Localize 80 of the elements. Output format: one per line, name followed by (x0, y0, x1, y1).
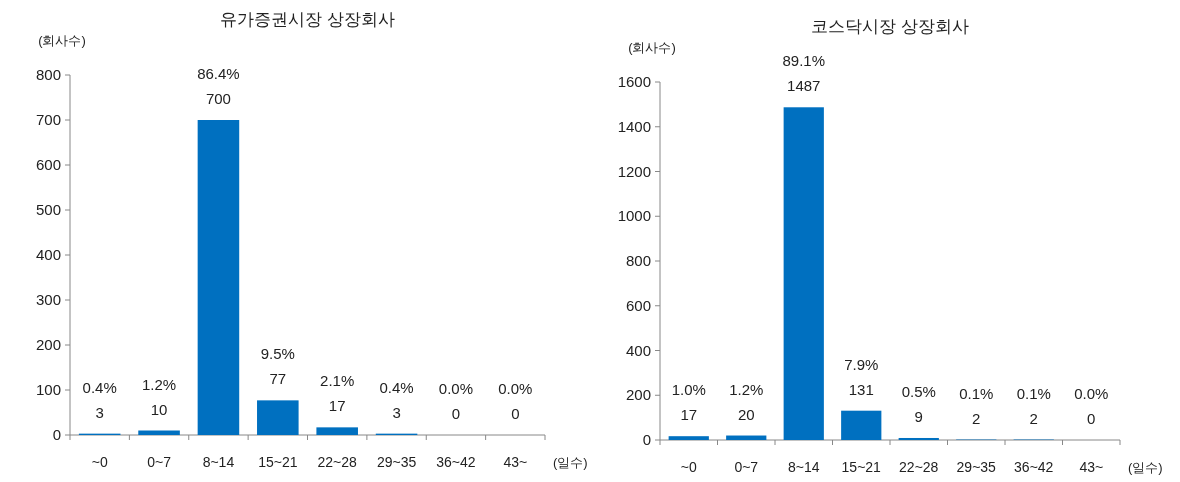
x-tick-label: ~0 (91, 454, 108, 470)
data-label: 9 (914, 407, 923, 425)
x-tick-label: ~0 (680, 459, 697, 475)
data-label: 131 (848, 380, 874, 398)
x-tick-label: 36~42 (1014, 459, 1054, 475)
y-tick-label: 300 (35, 291, 61, 308)
data-label: 2 (972, 409, 981, 427)
data-label: 20 (737, 405, 755, 423)
y-tick-label: 100 (35, 381, 61, 398)
x-tick-label: 43~ (503, 454, 528, 470)
data-label: 0 (511, 405, 520, 422)
x-axis-title: (일수) (1128, 460, 1163, 475)
data-label: 1487 (787, 77, 821, 95)
chart-title: 유가증권시장 상장회사 (220, 10, 395, 29)
y-tick-label: 1200 (617, 162, 651, 180)
data-label: 0 (1087, 410, 1096, 427)
data-label: 17 (680, 406, 698, 424)
y-tick-label: 400 (625, 341, 651, 359)
y-tick-label: 400 (35, 246, 61, 263)
bar (138, 430, 180, 435)
y-tick-label: 1600 (617, 73, 651, 90)
annotation: 89.1% (782, 52, 826, 70)
x-tick-label: 8~14 (787, 459, 820, 475)
y-tick-label: 500 (35, 201, 61, 218)
annotation: 0.1% (1016, 384, 1051, 402)
annotation: 86.4% (197, 65, 240, 82)
y-tick-label: 200 (625, 386, 651, 404)
y-tick-label: 800 (35, 66, 61, 83)
bar (197, 120, 240, 435)
annotation: 7.9% (844, 355, 879, 373)
annotation: 2.1% (320, 372, 355, 390)
annotation: 0.0% (498, 380, 533, 397)
annotation: 0.4% (379, 378, 414, 396)
x-tick-label: 15~21 (258, 454, 298, 470)
annotation: 0.0% (1074, 385, 1109, 402)
y-tick-label: 0 (52, 426, 61, 443)
y-tick-label: 800 (625, 252, 651, 269)
x-tick-label: 0~7 (734, 459, 759, 475)
annotation: 1.2% (729, 380, 764, 398)
bar (316, 427, 358, 435)
data-label: 2 (1029, 409, 1038, 427)
x-tick-label: 22~28 (899, 459, 939, 475)
bar (841, 410, 882, 440)
y-tick-label: 600 (35, 156, 61, 173)
x-tick-label: 43~ (1079, 459, 1104, 475)
bar (783, 107, 824, 440)
x-tick-label: 15~21 (841, 459, 882, 475)
bar (898, 437, 939, 440)
x-tick-label: 29~35 (376, 454, 417, 470)
chart-title: 코스닥시장 상장회사 (811, 17, 969, 36)
x-axis-title: (일수) (553, 455, 588, 470)
y-axis-title: (회사수) (628, 40, 676, 55)
y-tick-label: 1000 (617, 207, 651, 225)
y-tick-label: 200 (35, 336, 61, 353)
data-label: 10 (150, 400, 168, 418)
data-label: 700 (205, 90, 231, 107)
annotation: 0.1% (959, 384, 994, 402)
x-tick-label: 0~7 (147, 454, 172, 470)
annotation: 0.5% (901, 382, 936, 400)
y-tick-label: 700 (35, 111, 61, 128)
y-tick-label: 1400 (617, 117, 651, 135)
bar (257, 400, 299, 435)
data-label: 77 (269, 370, 287, 388)
annotation: 9.5% (260, 345, 295, 363)
annotation: 1.0% (671, 381, 706, 399)
x-tick-label: 29~35 (956, 459, 997, 475)
data-label: 3 (392, 403, 401, 421)
annotation: 0.0% (438, 380, 474, 397)
bar (668, 436, 709, 440)
x-tick-label: 8~14 (202, 454, 235, 470)
x-tick-label: 36~42 (436, 454, 476, 470)
annotation: 1.2% (141, 375, 177, 393)
y-tick-label: 0 (642, 431, 651, 448)
x-tick-label: 22~28 (317, 454, 358, 470)
y-axis-title: (회사수) (38, 33, 86, 48)
data-label: 3 (95, 403, 104, 421)
data-label: 17 (328, 397, 346, 415)
y-tick-label: 600 (625, 296, 651, 314)
data-label: 0 (451, 405, 461, 422)
annotation: 0.4% (82, 378, 117, 396)
